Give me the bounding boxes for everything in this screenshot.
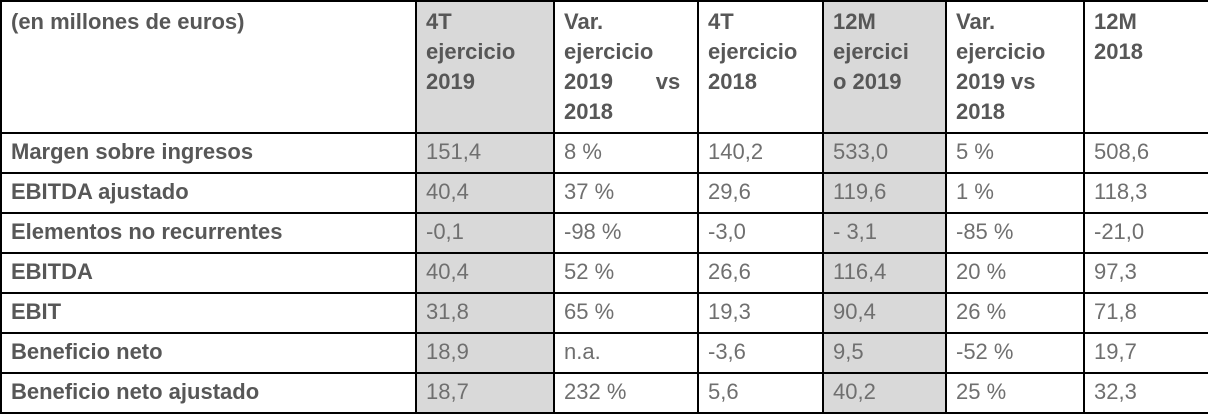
cell-value: 97,3: [1083, 252, 1208, 294]
table-row: EBIT 31,8 65 % 19,3 90,4 26 % 71,8: [0, 292, 1208, 334]
cell-value: 29,6: [697, 172, 824, 214]
cell-value: 90,4: [822, 292, 947, 334]
cell-value: 40,4: [415, 172, 555, 214]
cell-value: -0,1: [415, 212, 555, 254]
cell-value: 533,0: [822, 132, 947, 174]
column-header-4t-2018: 4T ejercicio 2018: [697, 0, 824, 134]
cell-value: 8 %: [553, 132, 699, 174]
cell-value: 37 %: [553, 172, 699, 214]
cell-value: 9,5: [822, 332, 947, 374]
cell-value: 65 %: [553, 292, 699, 334]
column-header-unit: (en millones de euros): [0, 0, 417, 134]
cell-value: -3,0: [697, 212, 824, 254]
cell-value: -52 %: [945, 332, 1085, 374]
table-row: EBITDA ajustado 40,4 37 % 29,6 119,6 1 %…: [0, 172, 1208, 214]
cell-value: 5 %: [945, 132, 1085, 174]
cell-value: 19,3: [697, 292, 824, 334]
row-label: EBIT: [0, 292, 417, 334]
cell-value: - 3,1: [822, 212, 947, 254]
table-row: Elementos no recurrentes -0,1 -98 % -3,0…: [0, 212, 1208, 254]
cell-value: 40,4: [415, 252, 555, 294]
row-label: Margen sobre ingresos: [0, 132, 417, 174]
cell-value: 18,9: [415, 332, 555, 374]
cell-value: n.a.: [553, 332, 699, 374]
cell-value: 19,7: [1083, 332, 1208, 374]
cell-value: -21,0: [1083, 212, 1208, 254]
column-header-var-12m: Var. ejercicio 2019 vs 2018: [945, 0, 1085, 134]
cell-value: 26,6: [697, 252, 824, 294]
table-row: Beneficio neto 18,9 n.a. -3,6 9,5 -52 % …: [0, 332, 1208, 374]
cell-value: 118,3: [1083, 172, 1208, 214]
cell-value: 18,7: [415, 372, 555, 414]
cell-value: 1 %: [945, 172, 1085, 214]
cell-value: -3,6: [697, 332, 824, 374]
cell-value: 52 %: [553, 252, 699, 294]
cell-value: 40,2: [822, 372, 947, 414]
column-header-12m-2019: 12M ejercici o 2019: [822, 0, 947, 134]
row-label: EBITDA: [0, 252, 417, 294]
column-header-4t-2019: 4T ejercicio 2019: [415, 0, 555, 134]
cell-value: 20 %: [945, 252, 1085, 294]
cell-value: -98 %: [553, 212, 699, 254]
cell-value: 71,8: [1083, 292, 1208, 334]
cell-value: 232 %: [553, 372, 699, 414]
cell-value: 31,8: [415, 292, 555, 334]
row-label: Beneficio neto ajustado: [0, 372, 417, 414]
cell-value: 32,3: [1083, 372, 1208, 414]
cell-value: 151,4: [415, 132, 555, 174]
column-header-12m-2018: 12M 2018: [1083, 0, 1208, 134]
table-row: Beneficio neto ajustado 18,7 232 % 5,6 4…: [0, 372, 1208, 414]
row-label: EBITDA ajustado: [0, 172, 417, 214]
cell-value: 116,4: [822, 252, 947, 294]
row-label: Beneficio neto: [0, 332, 417, 374]
table-header-row: (en millones de euros) 4T ejercicio 2019…: [0, 0, 1208, 134]
cell-value: 508,6: [1083, 132, 1208, 174]
table-row: EBITDA 40,4 52 % 26,6 116,4 20 % 97,3: [0, 252, 1208, 294]
cell-value: 26 %: [945, 292, 1085, 334]
cell-value: -85 %: [945, 212, 1085, 254]
row-label: Elementos no recurrentes: [0, 212, 417, 254]
cell-value: 5,6: [697, 372, 824, 414]
cell-value: 119,6: [822, 172, 947, 214]
cell-value: 25 %: [945, 372, 1085, 414]
column-header-var-4t: Var. ejercicio 2019 vs 2018: [553, 0, 699, 134]
table-row: Margen sobre ingresos 151,4 8 % 140,2 53…: [0, 132, 1208, 174]
cell-value: 140,2: [697, 132, 824, 174]
